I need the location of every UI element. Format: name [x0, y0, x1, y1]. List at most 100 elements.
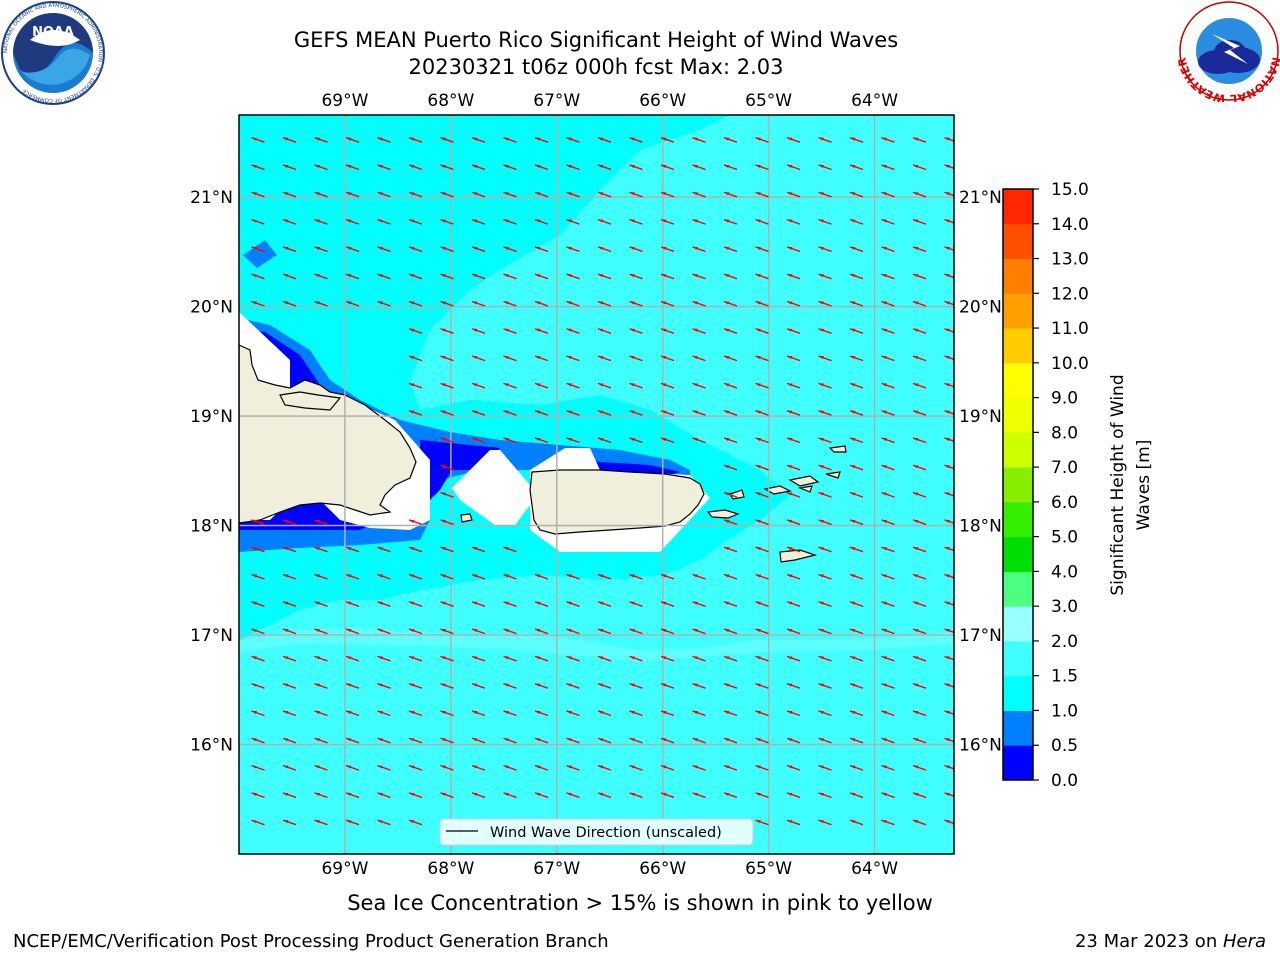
- colorbar-tick-label: 0.0: [1051, 771, 1078, 791]
- wind-arrow: [723, 355, 738, 362]
- wind-arrow: [534, 273, 549, 280]
- wind-arrow: [629, 573, 643, 580]
- wind-arrow: [566, 273, 580, 280]
- wind-arrow: [251, 164, 265, 171]
- colorbar-segment: [1003, 223, 1033, 260]
- wind-arrow: [408, 546, 423, 553]
- wind-arrow: [818, 601, 832, 607]
- wind-arrow: [944, 792, 954, 797]
- wind-arrow: [534, 682, 549, 689]
- wind-arrow: [849, 136, 864, 143]
- colorbar-tick-label: 9.0: [1051, 389, 1078, 409]
- wind-arrow: [377, 273, 391, 280]
- wind-arrow: [818, 792, 832, 799]
- wind-arrow: [912, 328, 927, 334]
- colorbar: 0.0 0.5 1.0 1.5 2.0 3.0 4.0 5.0 6.0 7.0 8.0 9.0 10.0…: [1002, 180, 1089, 791]
- lat-tick-label-right: 17°N: [959, 626, 1002, 646]
- wind-arrow: [786, 218, 801, 225]
- wind-arrow: [944, 328, 954, 333]
- wind-arrow: [849, 682, 864, 689]
- wind-arrow: [786, 573, 801, 580]
- wind-arrow: [282, 136, 297, 143]
- wind-arrow: [692, 737, 706, 744]
- wind-arrow: [849, 710, 864, 717]
- wind-arrow: [912, 628, 927, 635]
- wind-arrow: [377, 164, 391, 171]
- wind-arrow: [377, 655, 391, 662]
- wind-arrow: [629, 191, 643, 198]
- wind-arrow: [660, 355, 675, 362]
- wind-arrow: [440, 764, 454, 771]
- wind-arrow: [597, 218, 612, 225]
- wind-arrow: [440, 710, 454, 717]
- wind-arrow: [314, 218, 328, 225]
- noaa-logo: NOAA NATIONAL OCEANIC AND ATMOSPHERIC AD…: [1, 1, 105, 105]
- wind-arrow: [377, 300, 391, 307]
- wind-arrow: [849, 519, 864, 526]
- wind-arrow: [755, 464, 769, 471]
- wind-arrow: [755, 655, 769, 662]
- wind-arrow: [408, 655, 423, 662]
- wind-arrow: [597, 300, 612, 307]
- wind-arrow: [692, 409, 706, 416]
- wind-arrow: [660, 246, 675, 253]
- wind-arrow: [629, 628, 643, 635]
- wind-arrow: [692, 792, 706, 799]
- wind-arrow: [282, 546, 297, 553]
- wind-arrow: [503, 164, 517, 171]
- wind-arrow: [912, 409, 927, 416]
- nws-logo: NATIONAL WEATHER SERVICE: [1178, 0, 1280, 102]
- wind-arrow: [786, 328, 801, 334]
- wind-arrow: [912, 655, 927, 662]
- wind-arrow: [314, 191, 328, 198]
- wind-arrow: [503, 682, 517, 689]
- wind-arrow: [786, 819, 801, 826]
- wind-arrow: [314, 300, 328, 307]
- wind-arrow: [629, 136, 643, 143]
- wind-arrow: [755, 246, 769, 253]
- wind-arrow: [912, 273, 927, 280]
- wind-arrow: [440, 573, 454, 580]
- wind-arrow: [408, 601, 423, 607]
- wind-arrow: [818, 655, 832, 662]
- wind-arrow: [786, 601, 801, 607]
- wind-arrow: [251, 792, 265, 799]
- wind-arrow: [818, 273, 832, 280]
- lat-ticks-right: 21°N 20°N 19°N 18°N 17°N 16°N: [959, 188, 1002, 755]
- colorbar-segment: [1003, 258, 1033, 294]
- wind-arrow: [912, 464, 927, 471]
- wind-arrow: [629, 655, 643, 662]
- wind-arrow: [723, 218, 738, 225]
- wind-arrow: [534, 136, 549, 143]
- wind-arrow: [566, 300, 580, 307]
- wind-arrow: [440, 273, 454, 280]
- wind-arrow: [408, 710, 423, 717]
- wind-arrow: [566, 409, 580, 416]
- wind-arrow: [849, 546, 864, 553]
- wind-arrow: [755, 218, 769, 225]
- wind-arrow: [755, 191, 769, 198]
- wind-arrow: [660, 710, 675, 717]
- wind-arrow: [660, 191, 675, 198]
- wind-arrow: [723, 246, 738, 253]
- wind-arrow: [692, 573, 706, 580]
- wind-arrow: [786, 655, 801, 662]
- wind-arrow: [408, 792, 423, 799]
- wind-arrow: [881, 628, 895, 635]
- wind-arrow: [660, 601, 675, 607]
- wind-arrow: [534, 191, 549, 198]
- wind-arrow: [503, 792, 517, 799]
- footer-date: 23 Mar 2023 on Hera: [1075, 931, 1266, 952]
- wind-arrow: [314, 764, 328, 771]
- wind-arrow: [408, 191, 423, 198]
- colorbar-segment: [1003, 293, 1033, 329]
- lat-tick-label-right: 21°N: [959, 188, 1002, 208]
- wind-arrow: [849, 246, 864, 253]
- wind-arrow: [881, 764, 895, 771]
- lat-tick-label-left: 19°N: [190, 407, 233, 427]
- wind-arrow: [345, 218, 360, 225]
- wind-arrow: [881, 136, 895, 143]
- wind-arrow: [440, 382, 454, 389]
- colorbar-tick-label: 15.0: [1051, 180, 1089, 200]
- colorbar-segment: [1003, 606, 1033, 642]
